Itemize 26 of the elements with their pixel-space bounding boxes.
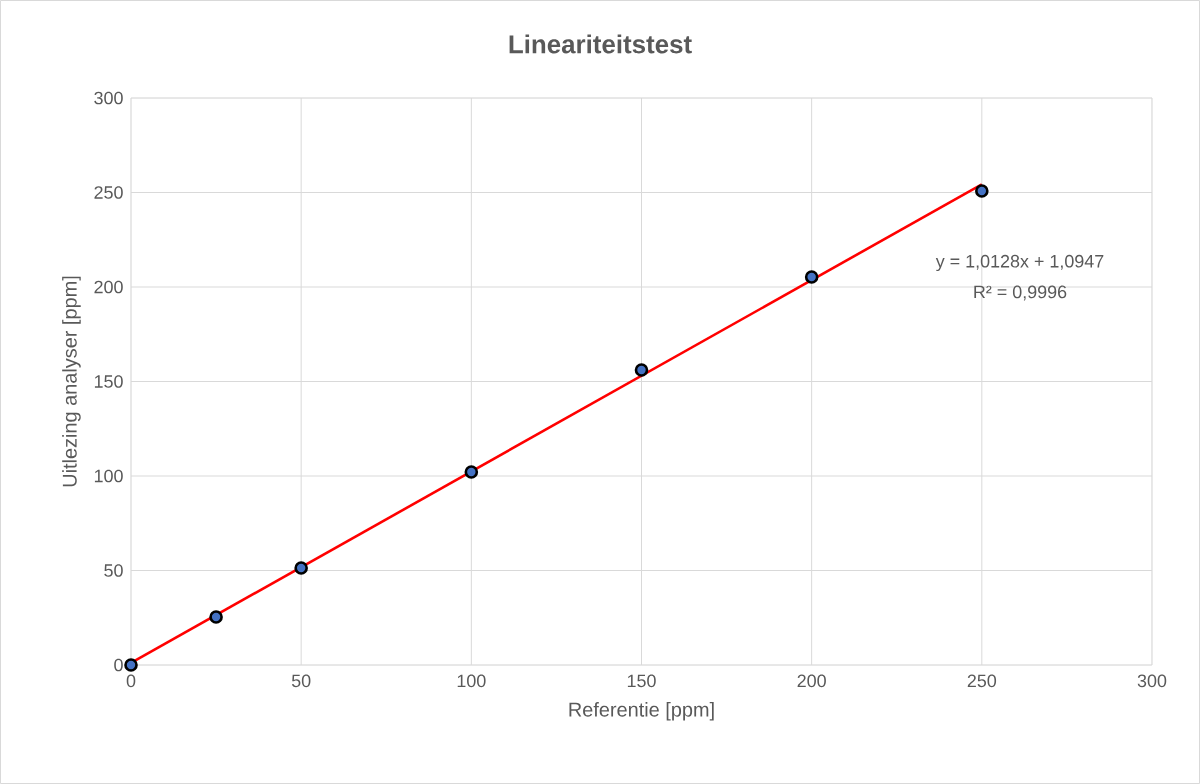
x-tick-label: 0 <box>126 674 136 688</box>
point <box>209 610 223 624</box>
point <box>804 270 819 284</box>
x-tick-label: 50 <box>291 674 311 688</box>
y-tick-label: 100 <box>94 469 123 483</box>
y-axis-title: Uitlezing analyser [ppm] <box>62 276 81 487</box>
annotation: y = 1,0128x + 1,0947 <box>935 254 1104 272</box>
point <box>975 184 989 198</box>
y-tick-label: 200 <box>94 280 123 294</box>
point <box>294 561 308 575</box>
point <box>464 465 479 479</box>
y-tick-label: 0 <box>114 658 123 672</box>
x-tick-label: 150 <box>627 674 656 688</box>
x-tick-label: 250 <box>967 674 997 688</box>
y-tick-label: 50 <box>104 564 123 577</box>
y-tick-label: 300 <box>94 91 123 105</box>
chart-title: Lineariteitstest <box>509 34 692 54</box>
y-tick-label: 150 <box>94 375 123 388</box>
x-tick-label: 300 <box>1137 674 1167 688</box>
x-tick-label: 100 <box>457 674 486 688</box>
point <box>124 658 138 672</box>
x-axis-title: Referentie [ppm] <box>569 702 714 721</box>
x-tick-label: 200 <box>797 674 826 688</box>
y-tick-label: 250 <box>94 186 123 199</box>
point <box>634 363 649 377</box>
annotation: R² = 0,9996 <box>974 285 1067 301</box>
